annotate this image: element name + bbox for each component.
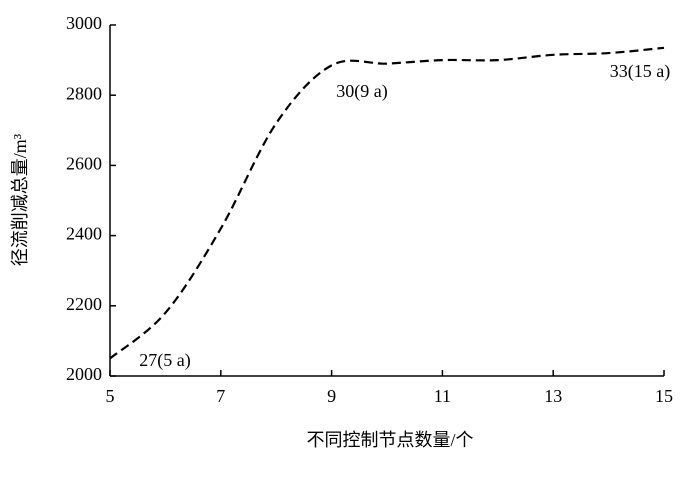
x-tick-label: 13 (544, 386, 562, 406)
annotation: 33(15 a) (610, 61, 670, 82)
y-tick-label: 2200 (66, 294, 102, 314)
y-tick-label: 3000 (66, 13, 102, 33)
x-tick-label: 11 (434, 386, 451, 406)
y-axis-label: 径流削减总量/m³ (10, 133, 30, 266)
x-tick-label: 15 (655, 386, 673, 406)
x-axis-label: 不同控制节点数量/个 (306, 430, 473, 450)
x-tick-label: 5 (106, 386, 115, 406)
y-tick-label: 2000 (66, 364, 102, 384)
annotation: 30(9 a) (336, 81, 387, 102)
y-tick-label: 2400 (66, 224, 102, 244)
y-tick-label: 2600 (66, 154, 102, 174)
x-tick-label: 7 (216, 386, 225, 406)
y-tick-label: 2800 (66, 83, 102, 103)
annotation: 27(5 a) (139, 350, 190, 371)
x-tick-label: 9 (327, 386, 336, 406)
